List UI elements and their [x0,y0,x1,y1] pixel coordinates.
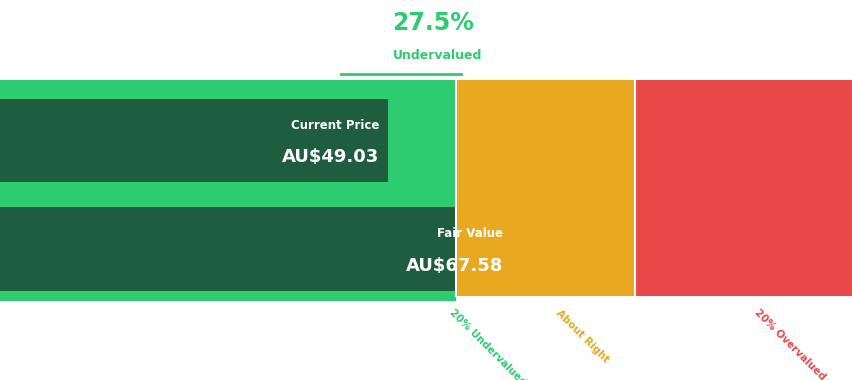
Bar [0,207,456,291]
Text: 20% Overvalued: 20% Overvalued [752,308,826,380]
Text: 20% Undervalued: 20% Undervalued [447,308,527,380]
Bar [0,99,388,182]
Bar [0,291,456,301]
Text: AU$67.58: AU$67.58 [406,256,503,275]
Text: Fair Value: Fair Value [437,227,503,241]
Bar [456,80,635,296]
Text: About Right: About Right [554,308,611,364]
Text: AU$49.03: AU$49.03 [282,148,379,166]
Text: 27.5%: 27.5% [392,11,474,35]
Bar [0,182,456,193]
Bar [0,80,456,296]
Bar [0,88,456,99]
Text: Current Price: Current Price [291,119,379,132]
Text: Undervalued: Undervalued [392,49,481,62]
Bar [0,196,456,207]
Bar [635,80,852,296]
